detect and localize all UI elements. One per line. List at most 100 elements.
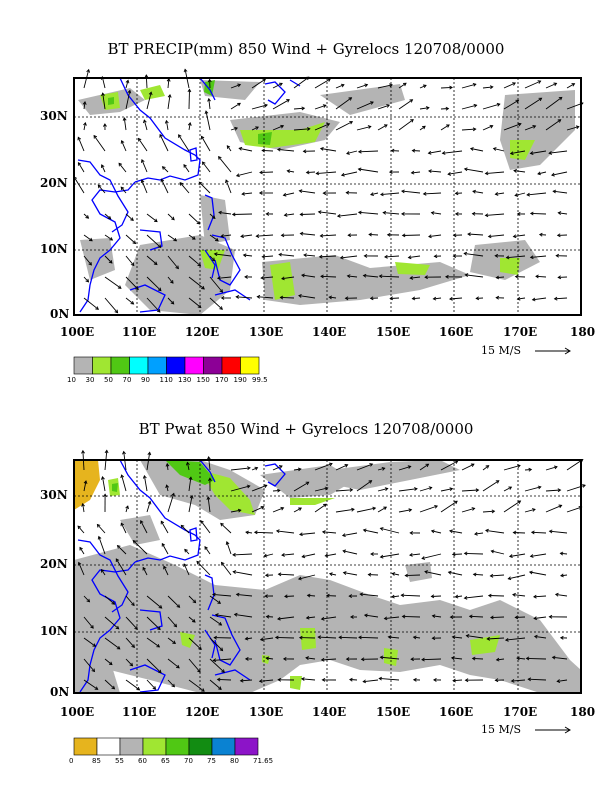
wind-vector-head xyxy=(120,522,125,527)
wind-vector-head xyxy=(411,148,416,153)
wind-vector xyxy=(240,679,253,682)
precip-reference-label: 15 M/S xyxy=(481,344,521,357)
wind-vector xyxy=(73,176,85,194)
wind-vector-head xyxy=(157,626,161,631)
wind-vector xyxy=(300,213,316,215)
wind-vector-head xyxy=(219,647,224,652)
wind-vector-head xyxy=(214,613,219,618)
wind-vector-head xyxy=(490,615,494,620)
wind-vector xyxy=(343,572,358,576)
wind-vector-head xyxy=(216,677,221,682)
colorbar-swatch xyxy=(129,356,149,375)
wind-vector xyxy=(482,86,493,89)
wind-vector-head xyxy=(262,78,267,82)
wind-vector-head xyxy=(153,261,158,266)
wind-vector xyxy=(167,637,176,644)
precip-lon-110e: 110E xyxy=(122,325,157,339)
wind-vector xyxy=(104,234,113,241)
wind-vector-head xyxy=(491,509,496,514)
pwat-colorbar-label: 75 xyxy=(207,757,216,765)
wind-vector xyxy=(530,255,547,258)
wind-vector-head xyxy=(207,78,212,83)
wind-vector xyxy=(201,136,211,152)
wind-vector-head xyxy=(235,295,240,299)
wind-vector xyxy=(167,658,180,669)
wind-vector xyxy=(482,465,489,471)
wind-vector-head xyxy=(238,146,243,151)
wind-vector xyxy=(230,127,238,131)
wind-vector xyxy=(566,506,582,513)
colorbar-swatch xyxy=(165,737,190,756)
wind-vector xyxy=(266,657,274,660)
wind-vector-head xyxy=(305,615,310,620)
wind-vector xyxy=(83,276,89,283)
wind-vector-head xyxy=(349,488,354,492)
wind-vector-head xyxy=(449,615,454,619)
wind-vector-head xyxy=(553,465,558,470)
wind-vector-head xyxy=(108,661,113,666)
wind-vector-head xyxy=(278,465,283,469)
wind-vector-head xyxy=(558,96,563,101)
wind-vector xyxy=(530,212,547,215)
wind-vector-head xyxy=(449,296,453,301)
wind-vector-head xyxy=(260,505,265,510)
wind-vector-head xyxy=(367,572,372,577)
wind-vector-head xyxy=(246,484,251,489)
wind-vector xyxy=(485,171,505,175)
wind-vector xyxy=(283,192,295,196)
wind-vector xyxy=(188,679,205,692)
wind-vector-head xyxy=(531,297,536,302)
wind-vector-head xyxy=(381,466,386,471)
wind-vector-head xyxy=(198,181,203,186)
wind-vector xyxy=(188,495,193,513)
wind-vector xyxy=(121,140,127,152)
precip-title: BT PRECIP(mm) 850 Wind + Gyrelocs 120708… xyxy=(107,40,505,58)
wind-vector-head xyxy=(135,286,139,291)
wind-vector-head xyxy=(93,134,98,139)
pwat-colorbar-label: 65 xyxy=(161,757,170,765)
wind-vector xyxy=(321,616,337,620)
wind-vector-head xyxy=(412,635,417,640)
wind-vector-head xyxy=(301,273,305,278)
colorbar-swatch xyxy=(221,356,241,375)
wind-vector-head xyxy=(140,179,145,184)
wind-vector xyxy=(318,636,337,639)
precip-lon-180: 180 xyxy=(570,325,596,339)
wind-vector-head xyxy=(258,191,263,195)
wind-vector-head xyxy=(132,240,137,245)
wind-vector-head xyxy=(86,598,91,603)
wind-vector-head xyxy=(463,595,468,600)
precip-lat-10n: 10N xyxy=(40,242,68,256)
wind-vector xyxy=(183,563,190,576)
wind-vector-head xyxy=(364,83,369,88)
wind-vector-head xyxy=(197,304,202,309)
wind-vector-head xyxy=(390,148,395,153)
wind-vector xyxy=(104,616,119,630)
wind-vector-head xyxy=(515,99,520,104)
wind-vector xyxy=(342,532,358,537)
wind-vector xyxy=(314,104,327,110)
precip-lon-150e: 150E xyxy=(376,325,411,339)
pwat-lat-30n: 30N xyxy=(40,488,68,502)
wind-vector-head xyxy=(401,233,406,238)
wind-vector-head xyxy=(144,74,149,78)
wind-vector-head xyxy=(533,616,537,621)
wind-vector-head xyxy=(526,192,530,197)
wind-vector-head xyxy=(557,275,562,280)
wind-vector xyxy=(166,484,169,492)
wind-vector xyxy=(505,637,526,641)
wind-vector-head xyxy=(510,679,515,683)
wind-vector xyxy=(102,93,106,110)
wind-vector-head xyxy=(548,614,553,619)
wind-vector-head xyxy=(265,212,270,216)
wind-vector xyxy=(209,595,221,604)
wind-vector xyxy=(188,658,201,673)
wind-vector-head xyxy=(95,306,99,310)
wind-vector-head xyxy=(529,211,534,216)
wind-vector-head xyxy=(508,554,513,559)
wind-vector-head xyxy=(280,506,285,511)
wind-vector xyxy=(217,276,232,279)
wind-vector xyxy=(391,595,400,598)
wind-vector-head xyxy=(200,135,205,140)
wind-vector-head xyxy=(450,656,455,660)
